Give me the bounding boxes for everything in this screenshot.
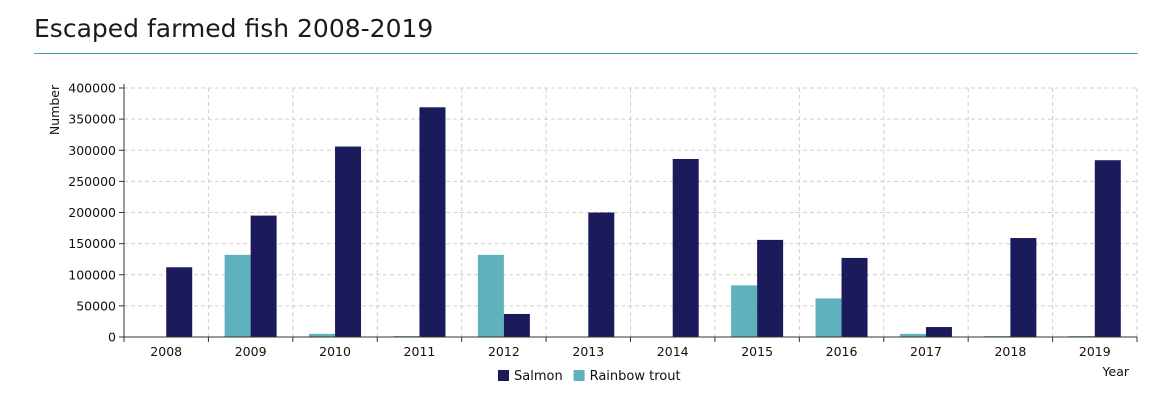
bar-salmon-2018[interactable] xyxy=(1010,238,1037,337)
x-tick-label: 2014 xyxy=(657,344,689,359)
grid-lines xyxy=(124,87,1138,337)
y-tick-labels: 0 50000 100000 150000 200000 250000 300000 3500… xyxy=(68,81,124,345)
legend-label: Salmon xyxy=(514,369,563,384)
bar-salmon-2015[interactable] xyxy=(757,239,784,337)
y-tick-label: 350000 xyxy=(68,112,116,127)
bar-salmon-2011[interactable] xyxy=(419,107,446,337)
bar-salmon-2016[interactable] xyxy=(841,257,868,337)
bar-salmon-2008[interactable] xyxy=(166,267,193,337)
x-tick-label: 2019 xyxy=(1079,344,1111,359)
y-tick-label: 250000 xyxy=(68,174,116,189)
bar-salmon-2012[interactable] xyxy=(503,313,530,337)
bar-rainbow-trout-2009[interactable] xyxy=(224,254,251,337)
chart-title: Escaped farmed fish 2008-2019 xyxy=(34,14,434,43)
bar-salmon-2013[interactable] xyxy=(588,212,615,338)
y-tick-label: 100000 xyxy=(68,267,116,282)
legend: Salmon Rainbow trout xyxy=(498,369,681,384)
x-tick-labels: 2008 2009 2010 2011 2012 2013 2014 2015 2016 2017… xyxy=(123,337,1138,359)
bar-salmon-2010[interactable] xyxy=(335,146,362,337)
title-divider xyxy=(34,53,1138,54)
x-tick-label: 2009 xyxy=(235,344,267,359)
bar-rainbow-trout-2016[interactable] xyxy=(815,298,842,337)
y-tick-label: 300000 xyxy=(68,143,116,158)
x-tick-label: 2008 xyxy=(150,344,182,359)
bar-salmon-2009[interactable] xyxy=(250,215,277,337)
legend-item[interactable]: Salmon xyxy=(498,369,563,384)
bar-salmon-2017[interactable] xyxy=(925,327,952,337)
legend-swatch xyxy=(573,370,585,381)
bar-salmon-2019[interactable] xyxy=(1094,160,1121,337)
bar-salmon-2014[interactable] xyxy=(672,158,699,337)
y-tick-label: 200000 xyxy=(68,205,116,220)
y-axis-title: Number xyxy=(47,84,62,135)
legend-label: Rainbow trout xyxy=(590,369,681,384)
legend-item[interactable]: Rainbow trout xyxy=(573,369,681,384)
bar-rainbow-trout-2015[interactable] xyxy=(731,285,758,337)
bars xyxy=(166,107,1121,337)
y-tick-label: 150000 xyxy=(68,236,116,251)
x-tick-label: 2015 xyxy=(741,344,773,359)
x-tick-label: 2012 xyxy=(488,344,520,359)
y-tick-label: 0 xyxy=(108,330,116,345)
y-tick-label: 400000 xyxy=(68,81,116,96)
x-tick-label: 2013 xyxy=(572,344,604,359)
legend-swatch xyxy=(498,370,509,381)
bar-rainbow-trout-2017[interactable] xyxy=(899,333,926,337)
x-axis-title: Year xyxy=(1102,364,1130,379)
x-tick-label: 2018 xyxy=(994,344,1026,359)
x-tick-label: 2010 xyxy=(319,344,351,359)
bar-rainbow-trout-2012[interactable] xyxy=(477,254,504,337)
x-tick-label: 2016 xyxy=(826,344,858,359)
y-tick-label: 50000 xyxy=(76,298,116,313)
x-tick-label: 2017 xyxy=(910,344,942,359)
bar-rainbow-trout-2010[interactable] xyxy=(309,333,336,337)
x-tick-label: 2011 xyxy=(404,344,436,359)
